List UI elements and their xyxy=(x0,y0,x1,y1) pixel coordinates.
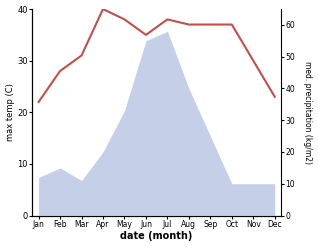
X-axis label: date (month): date (month) xyxy=(121,231,193,242)
Y-axis label: med. precipitation (kg/m2): med. precipitation (kg/m2) xyxy=(303,61,313,164)
Y-axis label: max temp (C): max temp (C) xyxy=(5,83,15,141)
